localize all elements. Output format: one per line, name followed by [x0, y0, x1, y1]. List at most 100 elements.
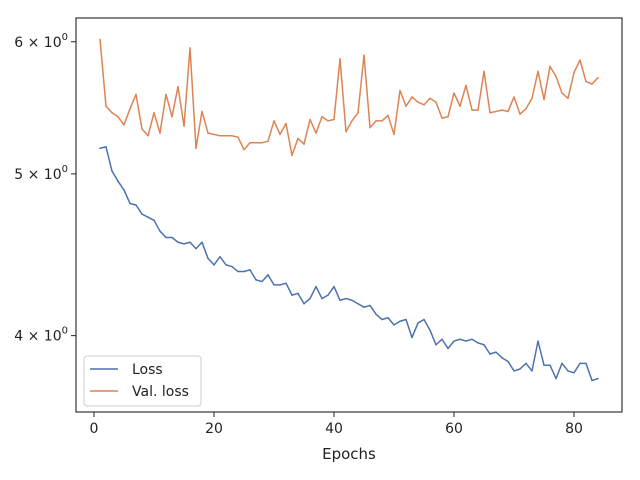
data-point: [471, 338, 473, 341]
data-point: [165, 236, 167, 239]
data-point: [291, 294, 293, 296]
legend-entry-label: Loss: [132, 362, 163, 378]
data-point: [375, 313, 377, 315]
data-point: [99, 38, 101, 41]
data-point: [381, 120, 383, 122]
data-point: [393, 324, 395, 326]
data-point: [141, 213, 143, 215]
y-tick-exponent: 0: [62, 326, 68, 337]
data-point: [273, 120, 275, 122]
data-point: [459, 338, 461, 341]
data-point: [303, 302, 305, 305]
data-point: [567, 370, 569, 372]
data-point: [405, 105, 407, 107]
data-point: [321, 116, 323, 118]
plot-background: [76, 18, 622, 412]
data-point: [453, 340, 455, 342]
data-point: [495, 351, 497, 353]
data-point: [531, 370, 533, 372]
series-line: [99, 146, 599, 382]
data-point: [531, 97, 533, 100]
data-point: [537, 70, 539, 73]
data-point: [135, 93, 137, 96]
data-point: [453, 92, 455, 94]
data-point: [219, 135, 221, 137]
x-axis-label: Epochs: [322, 445, 376, 463]
y-tick-exponent: 0: [62, 164, 68, 175]
data-point: [441, 117, 443, 119]
data-point: [297, 137, 299, 140]
data-point: [477, 109, 479, 111]
y-tick-label: 5 × 100: [14, 164, 68, 183]
data-point: [465, 84, 467, 87]
data-point: [417, 101, 419, 103]
data-point: [591, 83, 593, 85]
data-point: [231, 135, 233, 137]
data-point: [279, 284, 281, 286]
data-point: [315, 132, 317, 134]
data-point: [207, 132, 209, 134]
data-point: [447, 116, 449, 118]
data-point: [285, 282, 287, 284]
y-tick-label: 6 × 100: [14, 32, 68, 51]
data-point: [477, 342, 479, 344]
data-point: [183, 125, 185, 127]
data-point: [105, 146, 107, 148]
data-point: [369, 126, 371, 129]
data-point: [255, 279, 257, 281]
data-point: [435, 101, 437, 103]
data-point: [429, 97, 431, 100]
data-point: [243, 270, 245, 273]
data-point: [177, 241, 179, 244]
data-point: [483, 344, 485, 346]
data-point: [363, 306, 365, 308]
series-0: [99, 146, 599, 382]
data-point: [117, 116, 119, 118]
data-point: [411, 336, 413, 339]
data-point: [489, 353, 491, 355]
data-point: [339, 299, 341, 302]
data-point: [285, 122, 287, 125]
data-point: [399, 89, 401, 92]
data-point: [165, 93, 167, 96]
data-point: [153, 112, 155, 114]
data-point: [561, 362, 563, 365]
data-point: [129, 202, 131, 205]
data-point: [567, 97, 569, 100]
data-point: [375, 120, 377, 122]
data-point: [177, 85, 179, 88]
data-point: [147, 135, 149, 137]
data-point: [495, 110, 497, 113]
data-point: [423, 104, 425, 106]
data-point: [507, 360, 509, 363]
data-point: [213, 264, 215, 266]
data-point: [591, 379, 593, 382]
y-tick-label: 4 × 100: [14, 326, 68, 345]
data-point: [489, 112, 491, 114]
data-point: [99, 147, 101, 150]
data-point: [519, 368, 521, 370]
legend: Loss Val. loss: [83, 355, 202, 407]
data-point: [441, 338, 443, 341]
data-point: [471, 109, 473, 111]
data-point: [501, 356, 503, 359]
data-point: [483, 70, 485, 73]
data-point: [321, 297, 323, 300]
x-tick-label: 40: [325, 421, 343, 437]
data-point: [405, 318, 407, 321]
data-point: [147, 216, 149, 218]
data-point: [351, 120, 353, 122]
data-point: [267, 274, 269, 276]
data-point: [297, 292, 299, 295]
x-tick-label: 80: [565, 421, 583, 437]
data-point: [429, 329, 431, 331]
data-point: [309, 297, 311, 300]
data-point: [141, 128, 143, 130]
data-point: [267, 140, 269, 143]
data-point: [543, 364, 545, 366]
data-point: [213, 133, 215, 136]
y-tick-base: 4 × 10: [14, 329, 61, 345]
data-point: [273, 284, 275, 286]
data-point: [117, 180, 119, 182]
data-point: [123, 124, 125, 126]
